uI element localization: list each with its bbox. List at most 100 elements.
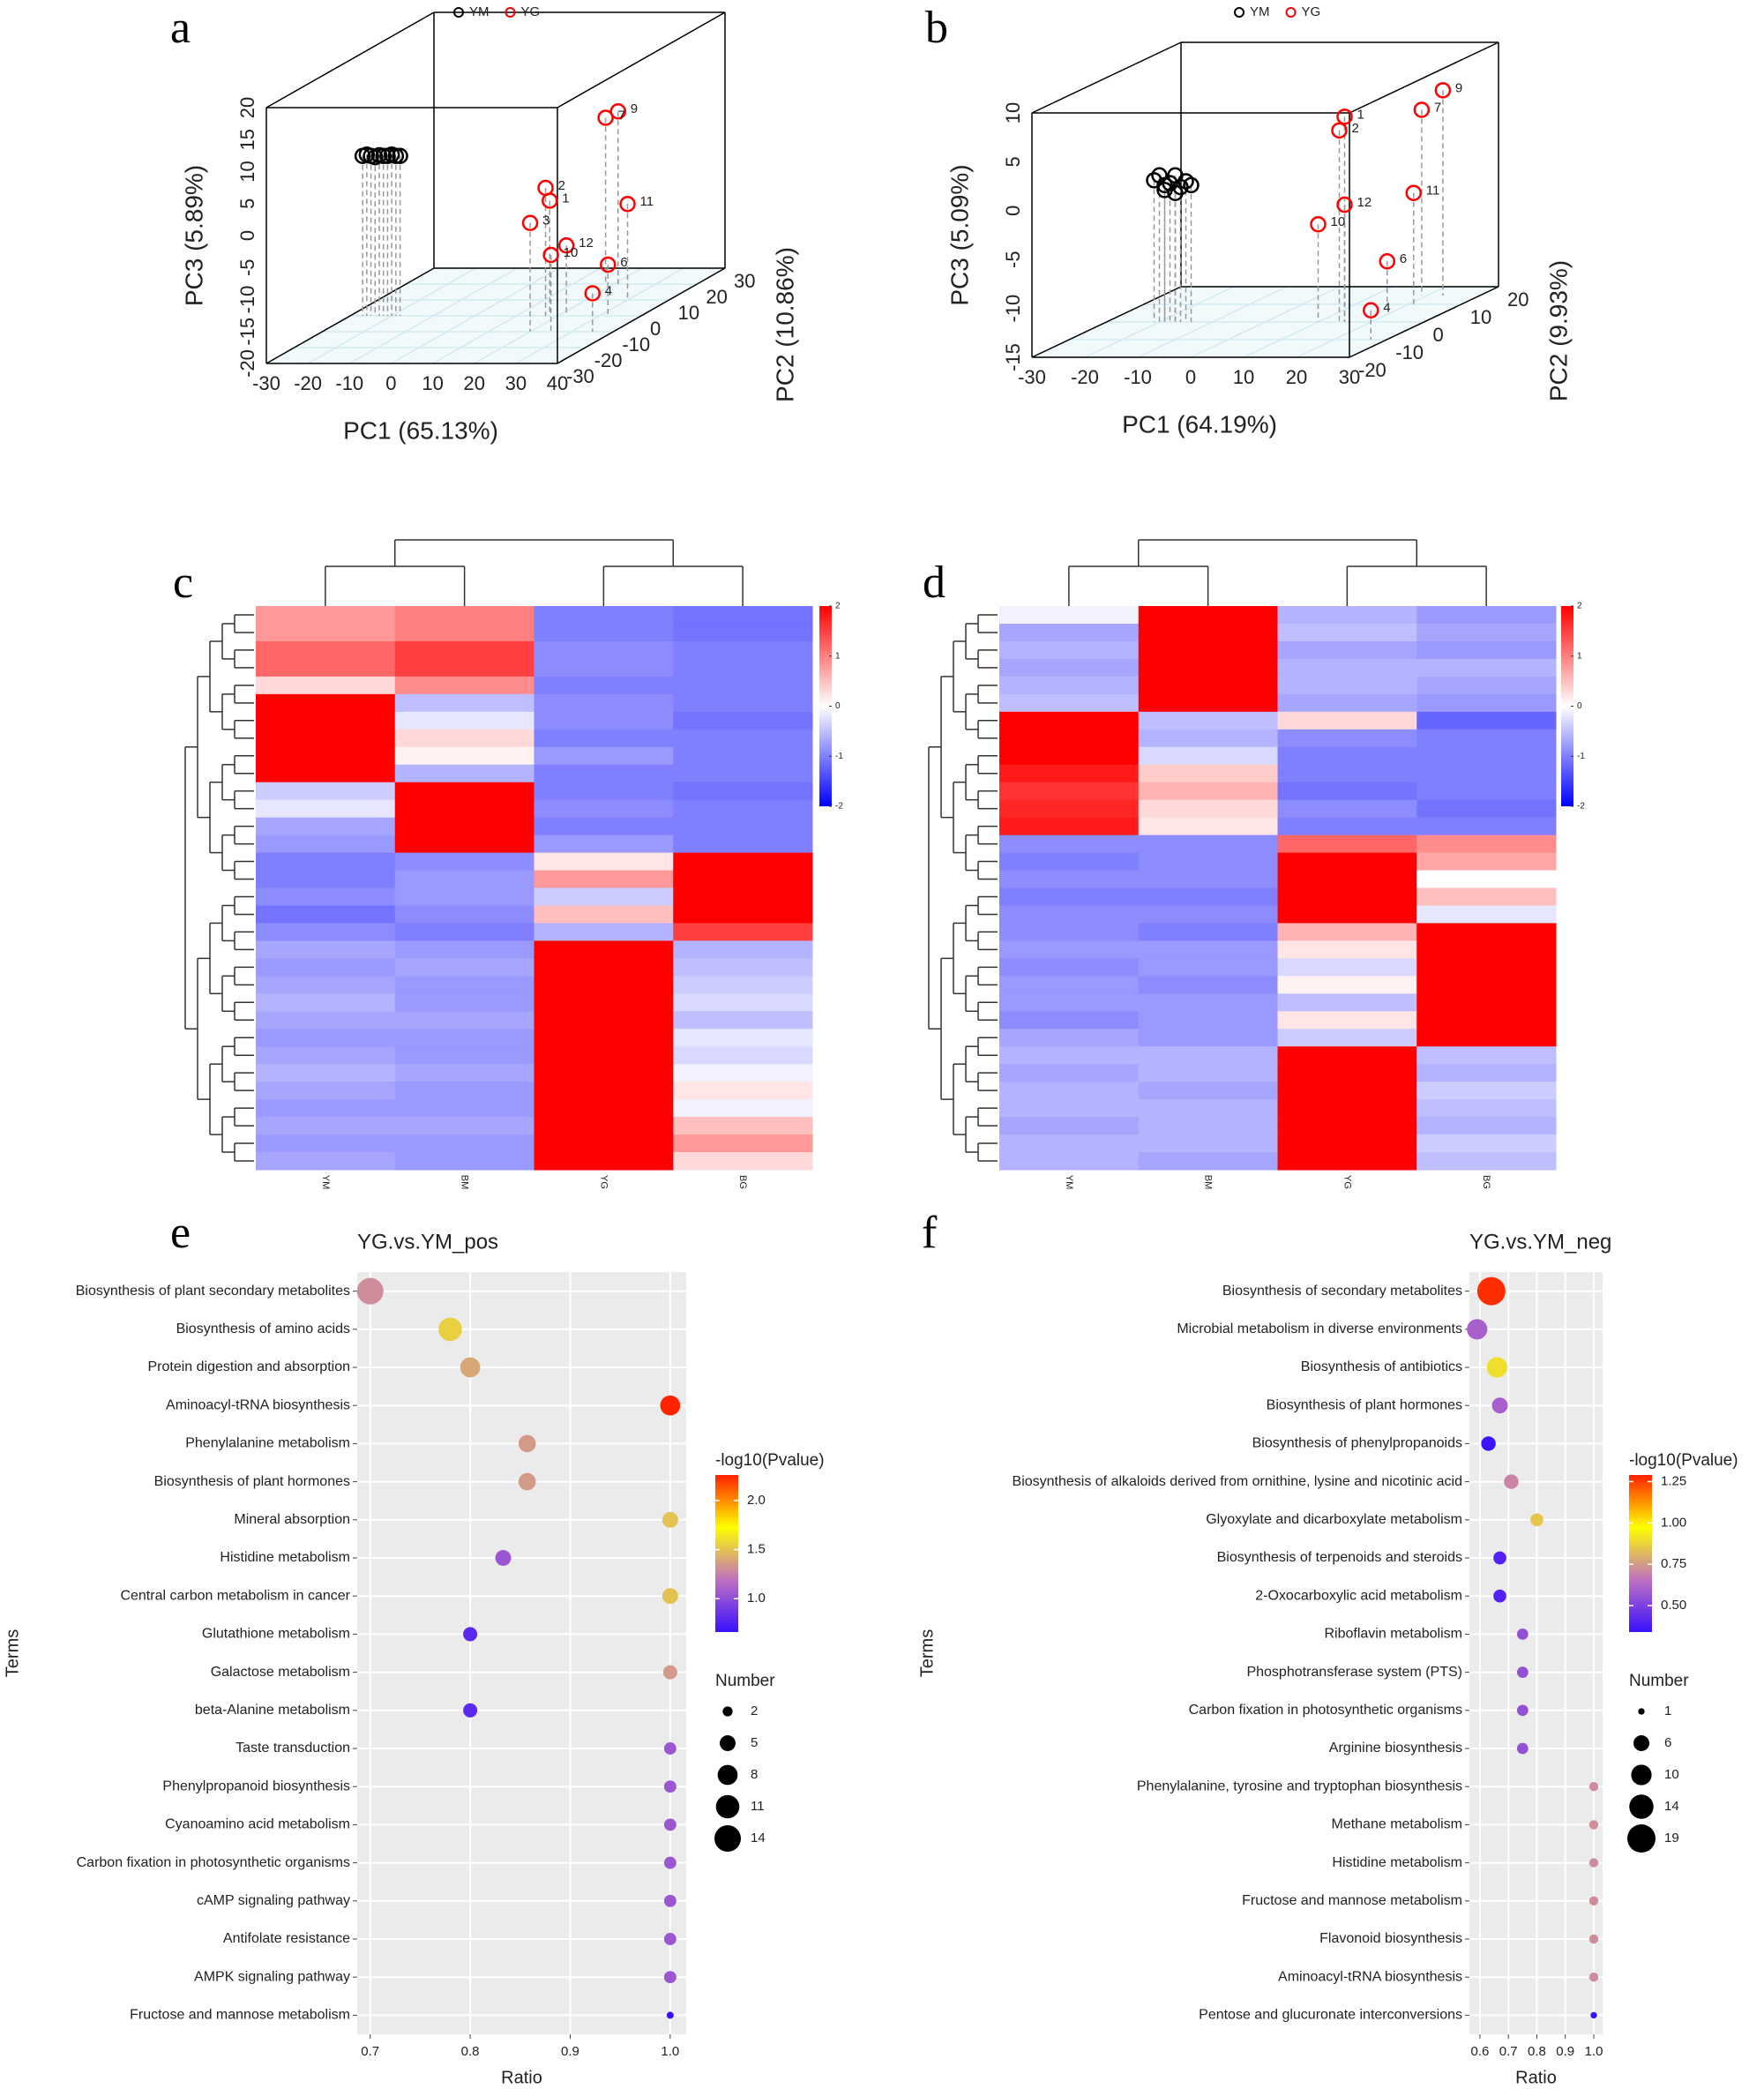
bubble: [662, 1665, 677, 1680]
y-tick-label: AMPK signaling pathway: [194, 1969, 350, 1984]
heatmap-cell: [1138, 764, 1278, 783]
heatmap-cell: [1138, 958, 1278, 977]
bubble: [1588, 1782, 1599, 1792]
heatmap-cell: [256, 887, 396, 906]
heatmap-cell: [394, 782, 534, 801]
box-edge: [557, 267, 726, 364]
size-legend-label: 8: [751, 1767, 758, 1782]
heatmap-cell: [999, 958, 1140, 977]
heatmap-cell: [1277, 746, 1417, 766]
x-tick-label: 20: [1286, 366, 1307, 388]
x-tick-label: 0.9: [1556, 2044, 1574, 2059]
heatmap-cell: [673, 764, 813, 783]
x-tick-label: -30: [252, 372, 280, 394]
heatmap-cell: [673, 958, 813, 977]
heatmap-cell: [1416, 764, 1557, 783]
bubble: [662, 1588, 678, 1605]
heatmap-cell: [256, 1064, 396, 1082]
z-tick-label: 0: [1002, 206, 1024, 216]
point-label: 7: [1434, 100, 1441, 115]
bubble: [1516, 1666, 1529, 1678]
box-edge: [1031, 41, 1182, 114]
heatmap-cell: [394, 976, 534, 994]
heatmap-cell: [673, 676, 813, 695]
heatmap-cell: [1138, 623, 1278, 642]
heatmap-cell: [1416, 1134, 1557, 1153]
panel-letter: d: [923, 558, 946, 608]
heatmap-cell: [256, 870, 396, 888]
heatmap-cell: [534, 623, 674, 642]
bubble: [518, 1472, 536, 1491]
heatmap-cell: [394, 693, 534, 713]
size-legend-label: 6: [1664, 1735, 1671, 1750]
colorbar-tick-label: 0.50: [1661, 1598, 1686, 1613]
heatmap-cell: [534, 835, 674, 854]
heatmap-cell: [999, 817, 1140, 836]
legend-marker: [453, 7, 464, 18]
size-legend-marker: [1627, 1824, 1656, 1853]
heatmap-cell: [394, 1046, 534, 1065]
heatmap-cell: [1277, 676, 1417, 695]
heatmap-cell: [673, 623, 813, 642]
point-label: 12: [579, 236, 594, 251]
bubble: [356, 1277, 384, 1305]
y-tick-label: beta-Alanine metabolism: [195, 1703, 350, 1718]
colorbar-tick-label: 1: [1577, 651, 1582, 661]
point: [387, 147, 405, 164]
heatmap-cell: [256, 1082, 396, 1100]
legend-label: YG: [521, 4, 541, 19]
heatmap-cell: [999, 870, 1140, 888]
point: [1183, 176, 1200, 194]
heatmap-cell: [999, 606, 1140, 625]
point-label: 10: [564, 245, 579, 260]
bubble: [1486, 1357, 1507, 1378]
heatmap-cell: [1416, 711, 1557, 730]
heatmap-cell: [534, 940, 674, 959]
heatmap-cell: [673, 905, 813, 924]
heatmap-cell: [394, 1152, 534, 1171]
heatmap-cell: [534, 764, 674, 783]
bubble: [663, 1856, 676, 1869]
heatmap-cell: [1138, 1064, 1278, 1082]
heatmap-cell: [1277, 835, 1417, 854]
point-label: 4: [605, 283, 612, 298]
x-tick-label: -20: [1071, 366, 1099, 388]
point-label: 3: [542, 213, 549, 228]
y-tick-label: 20: [1507, 288, 1529, 311]
colorbar-tick-label: 1.00: [1661, 1515, 1686, 1530]
heatmap-cell: [673, 1064, 813, 1082]
y-tick-label: Phenylalanine metabolism: [185, 1436, 350, 1451]
heatmap-cell: [1416, 1064, 1557, 1082]
heatmap-cell: [1138, 640, 1278, 660]
y-tick-label: Biosynthesis of secondary metabolites: [1222, 1284, 1462, 1299]
heatmap-cell: [1416, 1011, 1557, 1030]
bubble: [1588, 1858, 1599, 1868]
bubble: [1491, 1397, 1508, 1414]
heatmap-cell: [394, 1064, 534, 1082]
heatmap-cell: [999, 923, 1140, 941]
heatmap-cell: [1138, 1117, 1278, 1135]
z-tick-label: 5: [1002, 156, 1024, 167]
heatmap-cell: [673, 640, 813, 660]
y-axis-title: Terms: [3, 1629, 22, 1677]
y-tick-label: Biosynthesis of plant secondary metaboli…: [76, 1284, 350, 1299]
point: [521, 214, 539, 231]
heatmap-cell: [394, 1082, 534, 1100]
bubble: [1588, 1973, 1599, 1982]
column-label: YG: [1342, 1175, 1352, 1189]
heatmap-cell: [1277, 1029, 1417, 1047]
heatmap-cell: [534, 676, 674, 695]
bubble: [463, 1703, 478, 1718]
heatmap-cell: [256, 764, 396, 783]
heatmap-cell: [1138, 852, 1278, 872]
heatmap-cell: [534, 958, 674, 977]
y-tick-label: Taste transduction: [235, 1741, 350, 1756]
point-label: 1: [1357, 107, 1364, 122]
heatmap-cell: [1277, 1152, 1417, 1171]
point-label: 12: [1357, 195, 1372, 210]
x-tick-label: -10: [335, 372, 363, 394]
heatmap-cell: [534, 817, 674, 836]
heatmap-cell: [1277, 1046, 1417, 1065]
colorbar-tick-label: -2: [1577, 802, 1585, 812]
y-tick-label: Antifolate resistance: [223, 1931, 350, 1946]
